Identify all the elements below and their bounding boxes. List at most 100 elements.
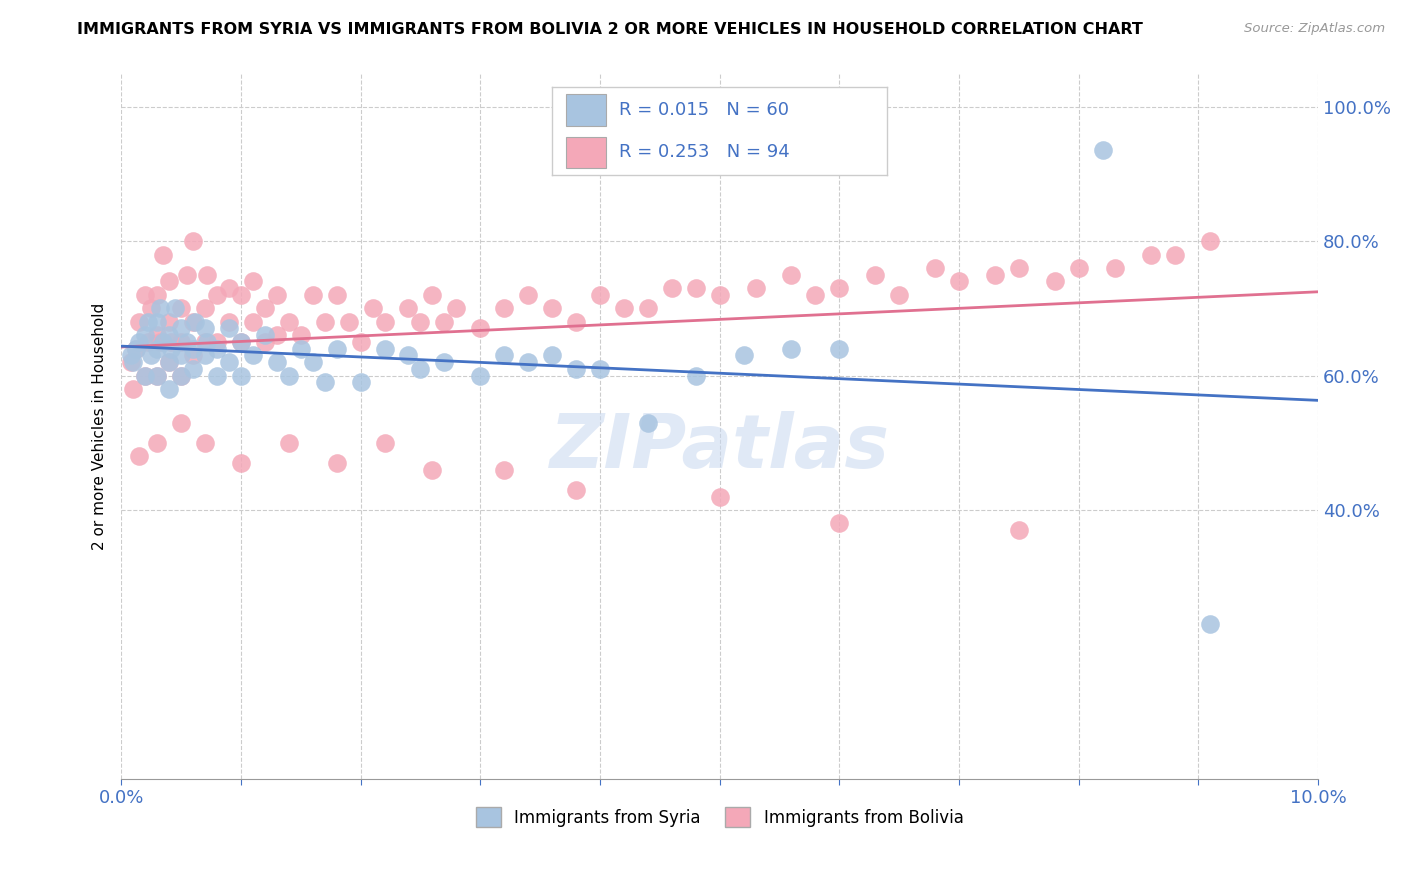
- Point: [242, 348, 264, 362]
- Point: [889, 288, 911, 302]
- Point: [325, 456, 347, 470]
- Point: [589, 288, 612, 302]
- Point: [637, 416, 659, 430]
- Point: [470, 368, 492, 383]
- Point: [266, 288, 288, 302]
- Point: [218, 321, 240, 335]
- Point: [804, 288, 827, 302]
- Point: [1139, 247, 1161, 261]
- Point: [184, 315, 207, 329]
- Point: [637, 301, 659, 316]
- Point: [165, 301, 187, 316]
- Point: [1104, 260, 1126, 275]
- Point: [1067, 260, 1090, 275]
- Point: [229, 288, 252, 302]
- Point: [266, 328, 288, 343]
- Point: [398, 348, 420, 362]
- Point: [181, 315, 204, 329]
- Point: [565, 315, 588, 329]
- Point: [709, 490, 731, 504]
- Point: [565, 361, 588, 376]
- Point: [146, 288, 169, 302]
- Point: [494, 463, 516, 477]
- Point: [780, 342, 803, 356]
- Point: [120, 355, 142, 369]
- Point: [160, 342, 183, 356]
- Point: [157, 355, 180, 369]
- Point: [780, 268, 803, 282]
- Point: [120, 348, 142, 362]
- Point: [136, 315, 159, 329]
- Point: [409, 315, 432, 329]
- Point: [134, 368, 156, 383]
- Point: [828, 281, 851, 295]
- Point: [661, 281, 683, 295]
- Point: [709, 288, 731, 302]
- Point: [253, 334, 276, 349]
- Text: ZIPatlas: ZIPatlas: [550, 410, 890, 483]
- Point: [146, 315, 169, 329]
- Point: [277, 315, 299, 329]
- Point: [398, 301, 420, 316]
- Point: [157, 274, 180, 288]
- Point: [122, 355, 145, 369]
- Point: [685, 281, 707, 295]
- Point: [170, 416, 193, 430]
- Point: [409, 361, 432, 376]
- Point: [242, 274, 264, 288]
- Point: [565, 483, 588, 497]
- Point: [152, 247, 174, 261]
- Point: [325, 288, 347, 302]
- Point: [229, 368, 252, 383]
- Point: [685, 368, 707, 383]
- Point: [744, 281, 766, 295]
- Point: [266, 355, 288, 369]
- Point: [205, 342, 228, 356]
- Point: [828, 516, 851, 531]
- Point: [136, 334, 159, 349]
- Point: [194, 348, 217, 362]
- Point: [170, 368, 193, 383]
- Point: [146, 368, 169, 383]
- Point: [1008, 523, 1031, 537]
- Point: [134, 288, 156, 302]
- Point: [152, 334, 174, 349]
- Point: [290, 328, 312, 343]
- Point: [517, 288, 540, 302]
- Legend: Immigrants from Syria, Immigrants from Bolivia: Immigrants from Syria, Immigrants from B…: [470, 800, 970, 834]
- Point: [134, 368, 156, 383]
- Point: [1199, 234, 1222, 248]
- Point: [290, 342, 312, 356]
- Point: [170, 348, 193, 362]
- Text: Source: ZipAtlas.com: Source: ZipAtlas.com: [1244, 22, 1385, 36]
- Point: [139, 301, 162, 316]
- Point: [1008, 260, 1031, 275]
- Point: [134, 328, 156, 343]
- Point: [541, 348, 564, 362]
- Point: [337, 315, 360, 329]
- Point: [160, 334, 183, 349]
- Point: [197, 334, 219, 349]
- Point: [277, 368, 299, 383]
- Point: [374, 315, 396, 329]
- Point: [349, 376, 371, 390]
- Point: [253, 301, 276, 316]
- Point: [181, 234, 204, 248]
- Point: [242, 315, 264, 329]
- Point: [374, 342, 396, 356]
- Point: [1163, 247, 1185, 261]
- Point: [229, 334, 252, 349]
- Point: [253, 328, 276, 343]
- Point: [146, 342, 169, 356]
- Point: [229, 456, 252, 470]
- Point: [194, 435, 217, 450]
- Point: [157, 315, 180, 329]
- Point: [374, 435, 396, 450]
- Point: [218, 281, 240, 295]
- Point: [146, 368, 169, 383]
- Point: [194, 321, 217, 335]
- Point: [124, 342, 146, 356]
- Point: [1199, 617, 1222, 632]
- Point: [218, 315, 240, 329]
- Point: [176, 334, 198, 349]
